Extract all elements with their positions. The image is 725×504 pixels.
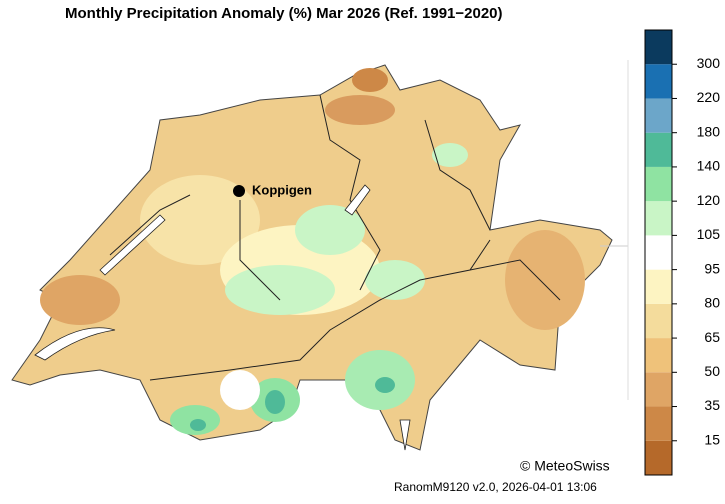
legend-tick-label: 120 (697, 192, 721, 208)
footer: RanomM9120 v2.0, 2026-04-01 13:06 (394, 480, 597, 494)
legend-frame (644, 29, 673, 476)
anomaly-areas (40, 68, 585, 435)
legend-swatch (645, 201, 672, 236)
legend-swatch (645, 406, 672, 441)
legend-tick-label: 50 (704, 363, 720, 379)
legend-swatch (645, 64, 672, 99)
legend: 15 35 50 65 80 95 105 120 140 180 220 300 (644, 29, 721, 476)
legend-swatch (645, 338, 672, 373)
legend-tick-label: 15 (704, 431, 720, 447)
legend-tick-label: 180 (697, 123, 721, 139)
legend-tick-label: 80 (704, 295, 720, 311)
legend-tick-label: 300 (697, 55, 721, 71)
legend-swatch (645, 98, 672, 133)
legend-swatch (645, 372, 672, 407)
legend-swatch (645, 303, 672, 339)
legend-tick-label: 65 (704, 329, 720, 345)
lakes (34, 184, 411, 451)
place-label: Koppigen (252, 182, 312, 197)
place-marker (233, 185, 245, 197)
legend-swatch (645, 132, 672, 167)
legend-swatch (645, 269, 672, 304)
legend-swatch (645, 30, 672, 65)
legend-swatch (645, 440, 672, 475)
legend-tick-label: 220 (697, 89, 721, 105)
legend-swatch (645, 235, 672, 270)
legend-swatch (645, 166, 672, 202)
legend-tick-label: 35 (704, 397, 720, 413)
map-title: Monthly Precipitation Anomaly (%) Mar 20… (65, 5, 503, 22)
borders (109, 94, 561, 381)
legend-tick-label: 95 (704, 260, 720, 276)
copyright: © MeteoSwiss (520, 458, 610, 474)
legend-tick-label: 105 (697, 226, 721, 242)
legend-tick-label: 140 (697, 158, 721, 174)
map (11, 60, 629, 451)
